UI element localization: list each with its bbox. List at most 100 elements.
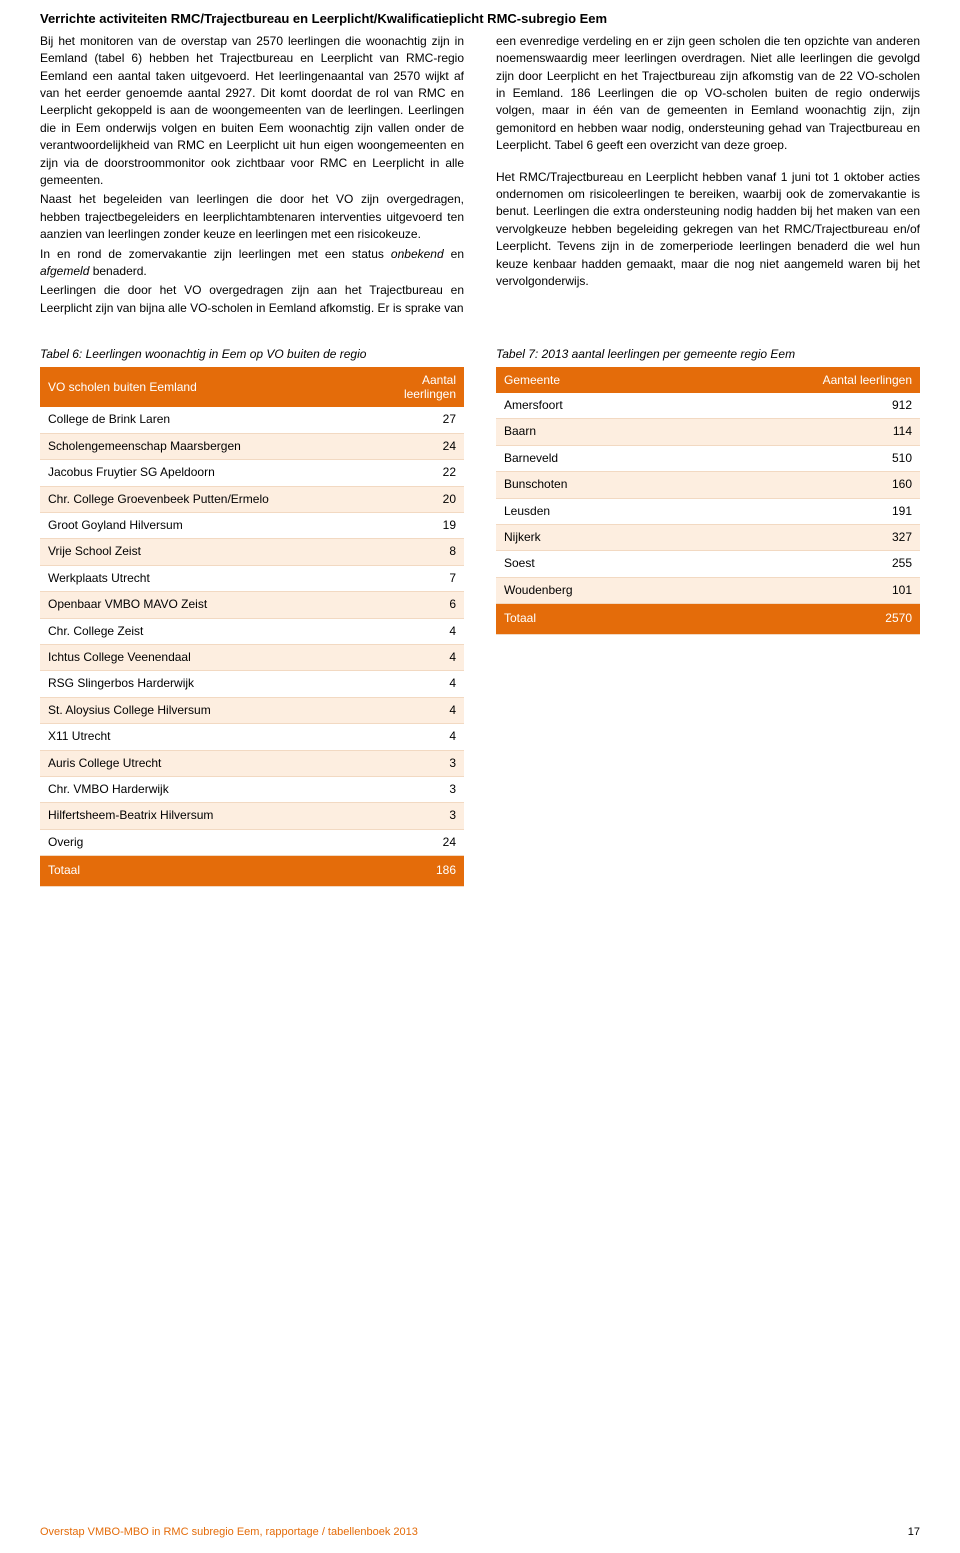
cell-value: 510 <box>685 445 920 471</box>
para: Bij het monitoren van de overstap van 25… <box>40 33 464 190</box>
cell-value: 24 <box>369 829 464 855</box>
cell-value: 8 <box>369 539 464 565</box>
cell-value: 6 <box>369 592 464 618</box>
table-row: Ichtus College Veenendaal4 <box>40 644 464 670</box>
cell-value: 7 <box>369 565 464 591</box>
cell-value: 20 <box>369 486 464 512</box>
cell-name: Bunschoten <box>496 472 685 498</box>
cell-name: Chr. College Zeist <box>40 618 369 644</box>
cell-name: Ichtus College Veenendaal <box>40 644 369 670</box>
text: leerlingen <box>404 387 456 401</box>
para: een evenredige verdeling en er zijn geen… <box>496 33 920 155</box>
cell-value: 255 <box>685 551 920 577</box>
text-italic: onbekend <box>391 247 444 261</box>
cell-value: 114 <box>685 419 920 445</box>
cell-name: Chr. VMBO Harderwijk <box>40 776 369 802</box>
cell-name: Jacobus Fruytier SG Apeldoorn <box>40 460 369 486</box>
cell-value: 191 <box>685 498 920 524</box>
text: In en rond de zomervakantie zijn leerlin… <box>40 247 391 261</box>
cell-name: Scholengemeenschap Maarsbergen <box>40 433 369 459</box>
right-column: een evenredige verdeling en er zijn geen… <box>496 33 920 319</box>
cell-name: College de Brink Laren <box>40 407 369 433</box>
table-row: Soest255 <box>496 551 920 577</box>
left-column: Bij het monitoren van de overstap van 25… <box>40 33 464 319</box>
cell-name: RSG Slingerbos Harderwijk <box>40 671 369 697</box>
table-row: Barneveld510 <box>496 445 920 471</box>
page-number: 17 <box>908 1525 920 1541</box>
cell-value: 327 <box>685 525 920 551</box>
cell-name: Soest <box>496 551 685 577</box>
cell-value: 4 <box>369 671 464 697</box>
cell-value: 912 <box>685 393 920 419</box>
total-row: Totaal2570 <box>496 604 920 634</box>
cell-value: 4 <box>369 697 464 723</box>
table7-col1: Gemeente <box>496 367 685 393</box>
total-label: Totaal <box>496 604 685 634</box>
cell-name: St. Aloysius College Hilversum <box>40 697 369 723</box>
text: benaderd. <box>89 264 146 278</box>
table7-block: Tabel 7: 2013 aantal leerlingen per geme… <box>496 347 920 635</box>
cell-value: 27 <box>369 407 464 433</box>
table-row: Auris College Utrecht3 <box>40 750 464 776</box>
table-row: Chr. VMBO Harderwijk3 <box>40 776 464 802</box>
cell-value: 4 <box>369 644 464 670</box>
table-row: College de Brink Laren27 <box>40 407 464 433</box>
cell-value: 3 <box>369 776 464 802</box>
table-row: X11 Utrecht4 <box>40 724 464 750</box>
table-row: Amersfoort912 <box>496 393 920 419</box>
table7-caption: Tabel 7: 2013 aantal leerlingen per geme… <box>496 347 920 363</box>
text: Aantal <box>422 373 456 387</box>
cell-name: Chr. College Groevenbeek Putten/Ermelo <box>40 486 369 512</box>
para: Het RMC/Trajectbureau en Leerplicht hebb… <box>496 169 920 291</box>
table-row: Baarn114 <box>496 419 920 445</box>
cell-name: Openbaar VMBO MAVO Zeist <box>40 592 369 618</box>
cell-value: 3 <box>369 750 464 776</box>
cell-name: Woudenberg <box>496 577 685 603</box>
text-italic: afgemeld <box>40 264 89 278</box>
cell-value: 19 <box>369 513 464 539</box>
total-row: Totaal186 <box>40 856 464 886</box>
cell-value: 24 <box>369 433 464 459</box>
para: In en rond de zomervakantie zijn leerlin… <box>40 246 464 281</box>
table-row: Leusden191 <box>496 498 920 524</box>
table-row: Woudenberg101 <box>496 577 920 603</box>
cell-value: 3 <box>369 803 464 829</box>
body-columns: Bij het monitoren van de overstap van 25… <box>40 33 920 319</box>
cell-value: 160 <box>685 472 920 498</box>
cell-name: Vrije School Zeist <box>40 539 369 565</box>
cell-value: 4 <box>369 724 464 750</box>
table6-block: Tabel 6: Leerlingen woonachtig in Eem op… <box>40 347 464 886</box>
table6: VO scholen buiten Eemland Aantal leerlin… <box>40 367 464 887</box>
table6-col1: VO scholen buiten Eemland <box>40 367 369 408</box>
page-title: Verrichte activiteiten RMC/Trajectbureau… <box>40 10 920 29</box>
table-row: St. Aloysius College Hilversum4 <box>40 697 464 723</box>
table-row: Jacobus Fruytier SG Apeldoorn22 <box>40 460 464 486</box>
cell-name: Baarn <box>496 419 685 445</box>
text: en <box>444 247 464 261</box>
table-row: Werkplaats Utrecht7 <box>40 565 464 591</box>
page-footer: Overstap VMBO-MBO in RMC subregio Eem, r… <box>40 1525 920 1541</box>
para: Naast het begeleiden van leerlingen die … <box>40 191 464 243</box>
cell-name: Amersfoort <box>496 393 685 419</box>
table7: Gemeente Aantal leerlingen Amersfoort912… <box>496 367 920 635</box>
table6-col2: Aantal leerlingen <box>369 367 464 408</box>
table-row: Overig24 <box>40 829 464 855</box>
cell-name: Werkplaats Utrecht <box>40 565 369 591</box>
cell-value: 22 <box>369 460 464 486</box>
cell-value: 101 <box>685 577 920 603</box>
table-row: Vrije School Zeist8 <box>40 539 464 565</box>
footer-text: Overstap VMBO-MBO in RMC subregio Eem, r… <box>40 1525 418 1541</box>
total-value: 2570 <box>685 604 920 634</box>
cell-name: Barneveld <box>496 445 685 471</box>
table-row: Scholengemeenschap Maarsbergen24 <box>40 433 464 459</box>
cell-name: Overig <box>40 829 369 855</box>
table6-caption: Tabel 6: Leerlingen woonachtig in Eem op… <box>40 347 464 363</box>
table-row: Chr. College Zeist4 <box>40 618 464 644</box>
cell-name: X11 Utrecht <box>40 724 369 750</box>
cell-name: Nijkerk <box>496 525 685 551</box>
table-row: Hilfertsheem-Beatrix Hilversum3 <box>40 803 464 829</box>
table-row: Groot Goyland Hilversum19 <box>40 513 464 539</box>
cell-name: Auris College Utrecht <box>40 750 369 776</box>
cell-value: 4 <box>369 618 464 644</box>
table-row: Openbaar VMBO MAVO Zeist6 <box>40 592 464 618</box>
